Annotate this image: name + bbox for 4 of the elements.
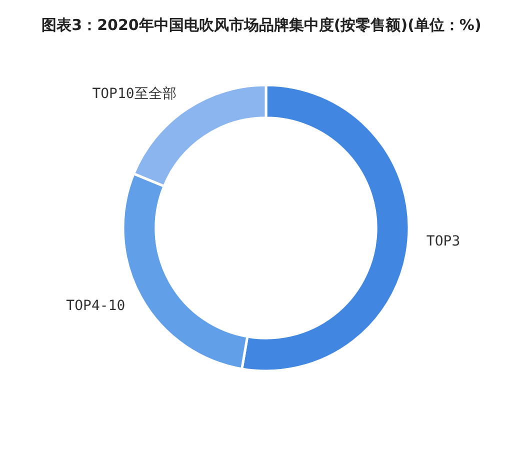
chart-title: 图表3：2020年中国电吹风市场品牌集中度(按零售额)(单位：%) xyxy=(42,16,482,34)
slice-label: TOP4-10 xyxy=(66,298,126,314)
slice-label: TOP3 xyxy=(426,233,460,250)
slice-label: TOP10至全部 xyxy=(92,86,176,102)
